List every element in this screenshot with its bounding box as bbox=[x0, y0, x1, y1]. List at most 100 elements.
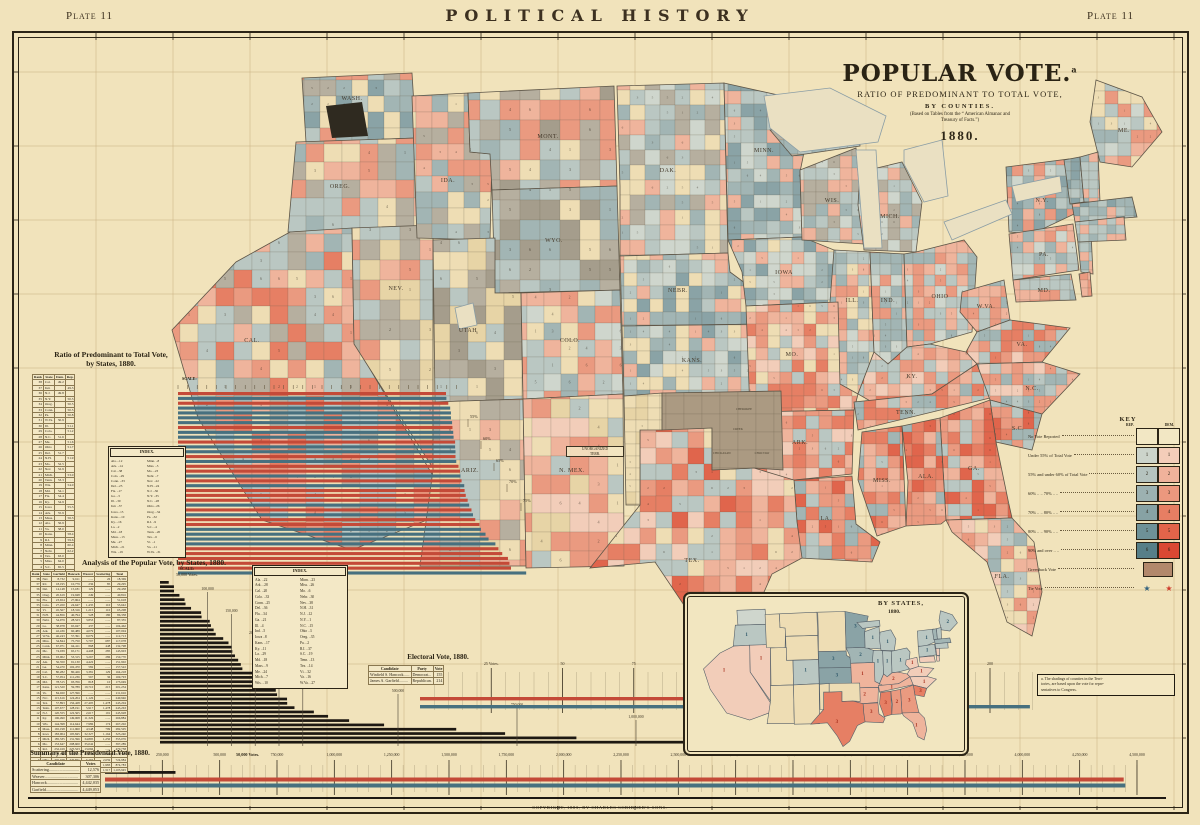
svg-text:75%: 75% bbox=[523, 498, 531, 503]
svg-text:5: 5 bbox=[589, 247, 592, 252]
territory-text: CHOCTAW bbox=[755, 451, 770, 455]
svg-text:3: 3 bbox=[549, 287, 552, 292]
svg-text:6: 6 bbox=[825, 564, 827, 568]
table-row: 31 W.Va. 50.9 bbox=[32, 417, 76, 424]
svg-text:1: 1 bbox=[857, 521, 859, 524]
table-row: Weaver................................ 30… bbox=[29, 772, 102, 781]
inset-state bbox=[736, 608, 767, 626]
svg-text:2: 2 bbox=[799, 447, 801, 451]
svg-text:4: 4 bbox=[206, 348, 208, 353]
svg-text:1: 1 bbox=[1163, 122, 1165, 126]
svg-text:5: 5 bbox=[1050, 258, 1052, 261]
svg-text:3: 3 bbox=[833, 173, 835, 176]
key-swatch-dem: 6 bbox=[1158, 542, 1180, 559]
territory-text: CHEROKEE bbox=[736, 407, 752, 411]
svg-text:6: 6 bbox=[260, 276, 262, 281]
svg-text:4: 4 bbox=[314, 312, 316, 317]
svg-text:1: 1 bbox=[896, 313, 898, 316]
svg-text:1: 1 bbox=[630, 382, 632, 386]
svg-text:4: 4 bbox=[242, 456, 244, 461]
svg-text:1: 1 bbox=[918, 302, 920, 305]
svg-text:1: 1 bbox=[760, 200, 762, 204]
key-swatch-rep: 1 bbox=[1136, 447, 1158, 464]
svg-text:6: 6 bbox=[1039, 203, 1041, 206]
svg-text:3: 3 bbox=[375, 86, 377, 90]
svg-text:5: 5 bbox=[476, 276, 478, 281]
unorganized-territory-label: UNORGANIZED TERR. bbox=[566, 446, 624, 458]
svg-text:2: 2 bbox=[1039, 401, 1041, 404]
state-label: KY. bbox=[907, 374, 918, 380]
svg-text:6: 6 bbox=[857, 509, 859, 512]
inset-state bbox=[793, 683, 820, 725]
svg-text:5: 5 bbox=[989, 485, 991, 488]
lake-3 bbox=[943, 199, 1013, 241]
svg-text:5: 5 bbox=[509, 207, 512, 212]
svg-text:6: 6 bbox=[951, 335, 953, 338]
svg-text:5: 5 bbox=[170, 438, 172, 443]
svg-text:4: 4 bbox=[1061, 225, 1063, 228]
svg-text:2: 2 bbox=[1006, 313, 1008, 316]
svg-text:6: 6 bbox=[747, 174, 749, 178]
svg-text:3: 3 bbox=[812, 447, 814, 451]
ratio-table: Rank State Dem. Rep. 38 Cal. 49.2 37 Ind. 49.3 36 N… bbox=[32, 373, 76, 587]
plate-label-right: Plate 11 bbox=[1086, 10, 1134, 22]
summary-table: Candidate Votes Scattering................… bbox=[29, 759, 102, 794]
svg-text:1: 1 bbox=[552, 364, 554, 368]
svg-text:2: 2 bbox=[583, 614, 585, 618]
svg-text:3: 3 bbox=[929, 236, 931, 239]
svg-text:6: 6 bbox=[1061, 357, 1063, 360]
ratio-scale-label: SCALE: bbox=[182, 376, 197, 381]
svg-text:5: 5 bbox=[682, 201, 684, 205]
svg-text:4: 4 bbox=[455, 230, 457, 234]
svg-text:4: 4 bbox=[759, 582, 761, 586]
svg-text:5: 5 bbox=[749, 281, 751, 284]
lake-1 bbox=[855, 149, 883, 249]
svg-text:1: 1 bbox=[1028, 379, 1030, 382]
svg-text:4: 4 bbox=[578, 501, 581, 506]
state-label: CAL. bbox=[244, 338, 260, 344]
svg-text:3: 3 bbox=[918, 324, 920, 327]
ratio-index-title: INDEX. bbox=[110, 448, 184, 457]
svg-text:2: 2 bbox=[631, 566, 633, 570]
svg-text:2: 2 bbox=[278, 384, 280, 389]
svg-text:2: 2 bbox=[863, 258, 865, 261]
svg-text:1: 1 bbox=[295, 118, 297, 122]
table-row: 4 S.C. 65.5 bbox=[32, 563, 76, 571]
svg-text:6: 6 bbox=[609, 247, 612, 252]
key-col-dem: DEM. bbox=[1164, 423, 1174, 427]
table-row: 17 Kans. 121,520 59,789 19,710 215 201,234 bbox=[29, 684, 128, 691]
svg-text:4: 4 bbox=[629, 473, 631, 476]
svg-text:5: 5 bbox=[749, 365, 751, 368]
table-row: Scattering............................. 1… bbox=[29, 766, 102, 774]
svg-text:5: 5 bbox=[535, 381, 537, 385]
lake-4 bbox=[1011, 175, 1063, 203]
svg-text:4: 4 bbox=[535, 296, 537, 300]
svg-text:1: 1 bbox=[812, 83, 814, 87]
inset-state-value: 1 bbox=[923, 680, 926, 685]
svg-text:1: 1 bbox=[440, 384, 442, 389]
svg-text:6: 6 bbox=[429, 407, 432, 412]
svg-text:5: 5 bbox=[712, 201, 714, 205]
svg-text:6: 6 bbox=[734, 226, 736, 230]
svg-text:5: 5 bbox=[965, 353, 967, 356]
svg-text:1: 1 bbox=[469, 427, 471, 432]
svg-text:4: 4 bbox=[905, 449, 907, 452]
state-label: N.C. bbox=[1025, 386, 1038, 392]
svg-text:5: 5 bbox=[667, 96, 669, 100]
svg-text:2: 2 bbox=[907, 302, 909, 305]
table-row: 36 Del. 14,148 15,181 129...... 29,458 bbox=[29, 586, 128, 593]
svg-text:5: 5 bbox=[697, 246, 699, 250]
svg-text:1: 1 bbox=[224, 384, 226, 389]
svg-text:3: 3 bbox=[852, 379, 854, 382]
svg-text:4: 4 bbox=[540, 539, 543, 544]
svg-text:1: 1 bbox=[429, 247, 431, 252]
table-row: 23 Minn. 93,902 53,315 3,267 286 150,770 bbox=[29, 653, 128, 660]
inset-state bbox=[935, 655, 940, 662]
svg-text:2: 2 bbox=[389, 327, 391, 332]
svg-text:2: 2 bbox=[747, 369, 749, 373]
svg-text:5: 5 bbox=[622, 171, 624, 175]
svg-text:1: 1 bbox=[973, 236, 975, 239]
svg-text:6: 6 bbox=[1028, 423, 1030, 426]
svg-text:200: 200 bbox=[987, 661, 993, 666]
svg-text:3: 3 bbox=[833, 317, 835, 320]
